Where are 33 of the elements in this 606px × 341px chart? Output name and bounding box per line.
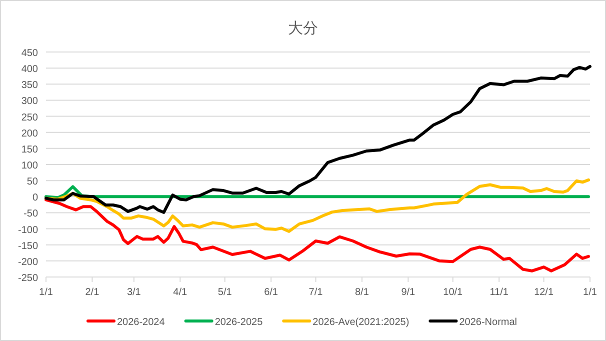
legend-label: 2026-Normal (459, 317, 518, 328)
x-tick-label: 12/1 (534, 287, 554, 298)
x-tick-label: 3/1 (126, 287, 142, 298)
y-tick-label: 0 (32, 192, 38, 204)
legend-label: 2026-2025 (214, 317, 264, 328)
x-tick-label: 1/1 (583, 287, 598, 298)
y-tick-label: -250 (18, 273, 38, 284)
x-tick-label: 9/1 (401, 287, 416, 298)
x-tick-label: 8/1 (355, 287, 370, 298)
y-tick-label: 100 (21, 160, 38, 172)
x-tick-label: 2/1 (85, 287, 100, 298)
x-tick-label: 1/1 (39, 287, 54, 298)
y-tick-label: -200 (18, 256, 38, 268)
y-tick-label: 250 (21, 112, 38, 124)
x-tick-label: 7/1 (308, 287, 324, 298)
y-tick-label: 450 (21, 48, 38, 59)
y-tick-label: 200 (21, 128, 38, 140)
y-tick-label: -100 (18, 224, 38, 236)
y-tick-label: -150 (18, 240, 38, 252)
y-tick-label: 400 (21, 64, 38, 76)
chart-title: 大分 (288, 20, 318, 37)
x-tick-label: 10/1 (443, 287, 464, 298)
x-tick-label: 11/1 (490, 287, 509, 298)
legend-label: 2026-2024 (116, 317, 166, 328)
x-tick-label: 4/1 (173, 287, 188, 298)
y-tick-label: 350 (21, 80, 38, 92)
x-tick-label: 6/1 (264, 287, 278, 298)
y-tick-label: 50 (26, 176, 38, 188)
x-tick-label: 5/1 (218, 287, 232, 298)
y-tick-label: 300 (21, 96, 38, 108)
legend-label: 2026-Ave(2021:2025) (312, 317, 410, 328)
y-tick-label: 150 (21, 144, 38, 156)
y-tick-label: -50 (24, 208, 38, 220)
